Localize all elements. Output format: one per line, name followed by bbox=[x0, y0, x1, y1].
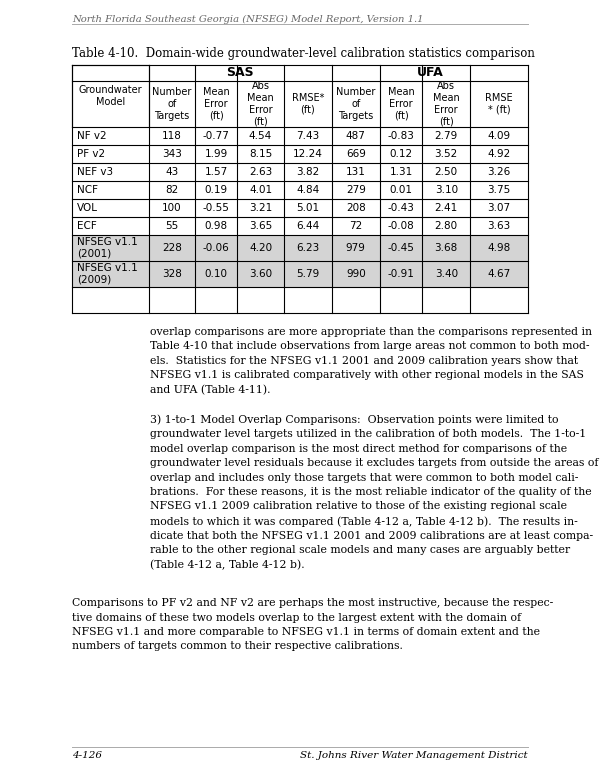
Text: North Florida Southeast Georgia (NFSEG) Model Report, Version 1.1: North Florida Southeast Georgia (NFSEG) … bbox=[72, 15, 424, 24]
Text: 5.01: 5.01 bbox=[296, 203, 319, 213]
Text: 118: 118 bbox=[162, 131, 182, 141]
Text: 131: 131 bbox=[346, 167, 366, 177]
Text: 3.52: 3.52 bbox=[434, 149, 458, 159]
Bar bbox=[72, 235, 528, 261]
Bar bbox=[72, 261, 528, 287]
Text: 3.63: 3.63 bbox=[488, 221, 511, 231]
Text: NF v2: NF v2 bbox=[77, 131, 107, 141]
Text: Mean
Error
(ft): Mean Error (ft) bbox=[203, 87, 230, 121]
Text: 4.20: 4.20 bbox=[249, 243, 272, 253]
Text: 0.12: 0.12 bbox=[389, 149, 413, 159]
Text: 228: 228 bbox=[162, 243, 182, 253]
Text: -0.83: -0.83 bbox=[388, 131, 415, 141]
Text: 279: 279 bbox=[346, 185, 366, 195]
Text: overlap comparisons are more appropriate than the comparisons represented in
Tab: overlap comparisons are more appropriate… bbox=[150, 327, 592, 395]
Text: 0.01: 0.01 bbox=[389, 185, 413, 195]
Text: 3.65: 3.65 bbox=[249, 221, 272, 231]
Text: UFA: UFA bbox=[416, 67, 443, 79]
Text: 3.75: 3.75 bbox=[488, 185, 511, 195]
Text: Comparisons to PF v2 and NF v2 are perhaps the most instructive, because the res: Comparisons to PF v2 and NF v2 are perha… bbox=[72, 598, 553, 651]
Text: 990: 990 bbox=[346, 269, 365, 279]
Text: NFSEG v1.1
(2009): NFSEG v1.1 (2009) bbox=[77, 263, 138, 285]
Text: Number
of
Targets: Number of Targets bbox=[336, 87, 376, 121]
Text: 43: 43 bbox=[166, 167, 179, 177]
Text: NFSEG v1.1
(2001): NFSEG v1.1 (2001) bbox=[77, 237, 138, 259]
Text: 4-126: 4-126 bbox=[72, 751, 102, 759]
Text: Abs
Mean
Error
(ft): Abs Mean Error (ft) bbox=[433, 81, 460, 127]
Text: 669: 669 bbox=[346, 149, 366, 159]
Text: 0.10: 0.10 bbox=[205, 269, 228, 279]
Text: -0.06: -0.06 bbox=[203, 243, 230, 253]
Text: 1.57: 1.57 bbox=[205, 167, 228, 177]
Text: 7.43: 7.43 bbox=[296, 131, 319, 141]
Text: 2.41: 2.41 bbox=[434, 203, 458, 213]
Text: 2.79: 2.79 bbox=[434, 131, 458, 141]
Text: 2.80: 2.80 bbox=[434, 221, 458, 231]
Text: 3) 1-to-1 Model Overlap Comparisons:  Observation points were limited to
groundw: 3) 1-to-1 Model Overlap Comparisons: Obs… bbox=[150, 414, 599, 570]
Text: NCF: NCF bbox=[77, 185, 98, 195]
Text: 3.10: 3.10 bbox=[434, 185, 458, 195]
Text: 4.09: 4.09 bbox=[488, 131, 511, 141]
Text: Abs
Mean
Error
(ft): Abs Mean Error (ft) bbox=[247, 81, 274, 127]
Text: 4.98: 4.98 bbox=[488, 243, 511, 253]
Text: 979: 979 bbox=[346, 243, 366, 253]
Text: 6.23: 6.23 bbox=[296, 243, 319, 253]
Bar bbox=[72, 65, 149, 81]
Text: 4.84: 4.84 bbox=[296, 185, 319, 195]
Text: 4.92: 4.92 bbox=[488, 149, 511, 159]
Text: Table 4-10.  Domain-wide groundwater-level calibration statistics comparison: Table 4-10. Domain-wide groundwater-leve… bbox=[72, 47, 535, 60]
Text: 328: 328 bbox=[162, 269, 182, 279]
Text: 4.54: 4.54 bbox=[249, 131, 272, 141]
Text: 0.19: 0.19 bbox=[205, 185, 228, 195]
Text: 3.07: 3.07 bbox=[488, 203, 511, 213]
Text: 0.98: 0.98 bbox=[205, 221, 228, 231]
Text: ECF: ECF bbox=[77, 221, 97, 231]
Text: 100: 100 bbox=[162, 203, 182, 213]
Text: PF v2: PF v2 bbox=[77, 149, 105, 159]
Text: 55: 55 bbox=[166, 221, 179, 231]
Text: -0.91: -0.91 bbox=[388, 269, 415, 279]
Text: SAS: SAS bbox=[227, 67, 254, 79]
Text: St. Johns River Water Management District: St. Johns River Water Management Distric… bbox=[301, 751, 528, 759]
Text: -0.08: -0.08 bbox=[388, 221, 415, 231]
Text: Mean
Error
(ft): Mean Error (ft) bbox=[388, 87, 415, 121]
Text: 3.68: 3.68 bbox=[434, 243, 458, 253]
Text: 2.63: 2.63 bbox=[249, 167, 272, 177]
Text: NEF v3: NEF v3 bbox=[77, 167, 113, 177]
Text: -0.43: -0.43 bbox=[388, 203, 415, 213]
Text: 4.01: 4.01 bbox=[249, 185, 272, 195]
Text: 3.21: 3.21 bbox=[249, 203, 272, 213]
Text: -0.55: -0.55 bbox=[203, 203, 230, 213]
Text: 3.40: 3.40 bbox=[434, 269, 458, 279]
Text: 208: 208 bbox=[346, 203, 365, 213]
Text: 12.24: 12.24 bbox=[293, 149, 323, 159]
Text: 3.60: 3.60 bbox=[249, 269, 272, 279]
Text: 4.67: 4.67 bbox=[488, 269, 511, 279]
Text: Groundwater
Model: Groundwater Model bbox=[79, 85, 142, 107]
Text: RMSE*
(ft): RMSE* (ft) bbox=[292, 93, 324, 115]
Text: Number
of
Targets: Number of Targets bbox=[152, 87, 192, 121]
Text: -0.77: -0.77 bbox=[203, 131, 230, 141]
Text: 5.79: 5.79 bbox=[296, 269, 319, 279]
Text: 487: 487 bbox=[346, 131, 366, 141]
Text: 343: 343 bbox=[162, 149, 182, 159]
Text: 6.44: 6.44 bbox=[296, 221, 319, 231]
Text: RMSE
* (ft): RMSE * (ft) bbox=[485, 93, 513, 115]
Text: 1.31: 1.31 bbox=[389, 167, 413, 177]
Text: 72: 72 bbox=[349, 221, 362, 231]
Text: 8.15: 8.15 bbox=[249, 149, 272, 159]
Text: 3.26: 3.26 bbox=[488, 167, 511, 177]
Text: 82: 82 bbox=[166, 185, 179, 195]
Text: 3.82: 3.82 bbox=[296, 167, 319, 177]
Text: -0.45: -0.45 bbox=[388, 243, 415, 253]
Text: VOL: VOL bbox=[77, 203, 98, 213]
Text: 2.50: 2.50 bbox=[434, 167, 458, 177]
Text: 1.99: 1.99 bbox=[205, 149, 228, 159]
